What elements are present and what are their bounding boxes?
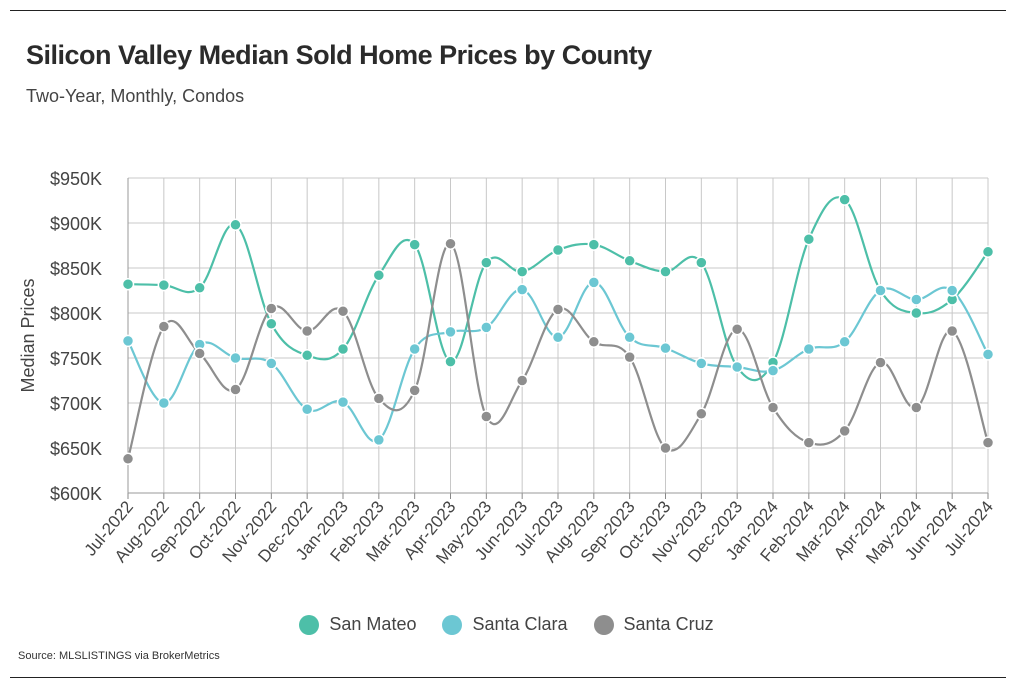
data-point-san-mateo [551,243,565,257]
data-point-san-mateo [910,306,923,320]
data-point-santa-clara [730,360,744,374]
data-point-santa-clara [945,284,959,297]
data-point-san-mateo [444,355,457,368]
data-point-santa-cruz [802,436,816,449]
data-point-santa-cruz [193,347,206,360]
legend-item-santa-cruz: Santa Cruz [593,614,714,635]
data-point-santa-cruz [730,322,744,336]
data-point-santa-cruz [444,237,457,250]
data-point-santa-cruz [121,452,135,466]
data-point-santa-cruz [874,356,887,369]
data-point-santa-cruz [408,384,421,397]
data-point-santa-cruz [659,441,672,455]
data-point-san-mateo [587,238,601,251]
data-point-san-mateo [802,232,816,246]
y-tick-label: $700K [50,394,102,414]
data-point-santa-clara [910,293,923,306]
data-point-santa-clara [802,342,816,356]
data-point-san-mateo [659,265,672,278]
y-tick-label: $900K [50,214,102,234]
y-tick-label: $600K [50,484,102,504]
legend-item-san-mateo: San Mateo [299,614,416,635]
data-point-santa-clara [444,325,457,339]
legend-label: Santa Cruz [623,614,714,634]
y-tick-label: $800K [50,304,102,324]
data-point-santa-clara [623,331,636,344]
data-point-santa-clara [659,341,672,355]
data-point-san-mateo [193,281,206,295]
data-point-santa-clara [300,403,314,416]
data-point-san-mateo [336,342,350,356]
data-point-san-mateo [265,317,278,331]
data-point-santa-clara [480,321,493,334]
data-point-san-mateo [121,277,135,291]
data-point-santa-cruz [229,383,242,396]
data-point-santa-clara [515,283,529,296]
data-point-san-mateo [157,278,171,292]
data-point-santa-clara [838,335,851,349]
top-rule [10,10,1006,11]
legend-swatch [299,614,320,635]
point-layer [121,193,995,466]
legend-label: San Mateo [329,614,417,634]
data-point-santa-cruz [587,335,601,349]
data-point-santa-clara [408,342,421,356]
data-point-san-mateo [480,256,493,269]
data-point-santa-cruz [300,324,314,338]
data-point-santa-cruz [265,302,278,315]
data-point-santa-cruz [838,424,851,438]
data-point-santa-cruz [157,320,171,333]
y-axis-label: Median Prices [18,278,38,392]
data-point-santa-cruz [766,401,780,414]
data-point-santa-cruz [336,304,350,318]
data-point-santa-cruz [695,407,708,421]
data-point-santa-clara [121,334,135,348]
data-point-santa-clara [766,364,780,377]
data-point-santa-clara [695,357,708,370]
data-point-san-mateo [838,193,851,206]
data-point-santa-clara [587,276,601,289]
data-point-santa-cruz [623,350,636,364]
y-tick-label: $950K [50,169,102,189]
data-point-santa-clara [265,357,278,370]
source-note: Source: MLSLISTINGS via BrokerMetrics [18,650,220,662]
data-point-santa-clara [551,331,565,344]
y-tick-label: $650K [50,439,102,459]
y-tick-label: $750K [50,349,102,369]
data-point-san-mateo [372,268,386,282]
data-point-santa-clara [874,284,887,297]
legend-swatch [442,614,463,635]
data-point-san-mateo [623,254,636,268]
data-point-san-mateo [515,265,529,278]
data-point-santa-clara [336,395,350,409]
axis-layer: $600K $650K $700K $750K $800K $850K $900K $950K… [18,169,997,567]
data-point-san-mateo [300,349,314,362]
data-point-santa-cruz [981,436,995,449]
data-point-santa-cruz [910,401,923,414]
data-point-santa-clara [157,396,171,410]
data-point-santa-cruz [515,374,529,387]
data-point-santa-clara [229,351,242,365]
legend: San Mateo Santa Clara Santa Cruz [0,614,1013,635]
bottom-rule [10,677,1006,678]
data-point-santa-cruz [480,410,493,423]
data-point-santa-cruz [945,324,959,338]
legend-swatch [593,614,614,635]
y-tick-label: $850K [50,259,102,279]
data-point-santa-clara [372,433,386,447]
chart-subtitle: Two-Year, Monthly, Condos [26,86,245,106]
chart-title: Silicon Valley Median Sold Home Prices b… [26,40,652,70]
data-point-san-mateo [695,256,708,269]
data-point-san-mateo [229,218,242,232]
legend-item-santa-clara: Santa Clara [442,614,568,635]
data-point-santa-clara [981,348,995,361]
data-point-santa-cruz [551,303,565,316]
data-point-san-mateo [981,245,995,259]
data-point-santa-cruz [372,392,386,405]
legend-label: Santa Clara [472,614,568,634]
data-point-san-mateo [408,238,421,251]
